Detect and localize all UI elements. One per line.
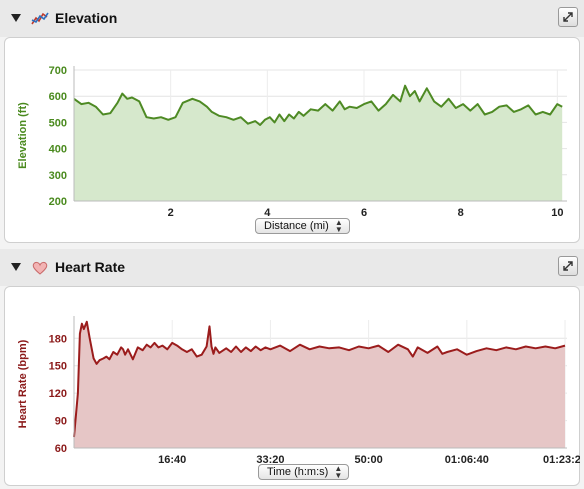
heart-rate-panel-title: Heart Rate — [55, 259, 126, 275]
heart-rate-x-axis-select[interactable]: Time (h:m:s) ▲ ▼ — [258, 464, 350, 480]
elevation-y-tick-label: 700 — [49, 65, 67, 77]
elevation-y-tick-label: 200 — [49, 196, 67, 208]
heart-rate-y-tick-label: 150 — [49, 361, 67, 373]
heart-rate-y-tick-label: 120 — [49, 388, 67, 400]
elevation-y-tick-label: 400 — [49, 144, 67, 156]
heart-rate-y-tick-label: 180 — [49, 333, 67, 345]
heart-rate-area-fill — [74, 321, 565, 448]
heart-icon — [32, 261, 48, 275]
select-arrows-icon: ▲ ▼ — [334, 218, 343, 234]
expand-elevation-button[interactable] — [558, 7, 578, 27]
expand-icon — [563, 261, 573, 271]
expand-icon — [563, 12, 573, 22]
heart-rate-chart: 60 90 120 150 180 16:40 33:20 50:00 01:06:40 01:2… — [17, 316, 580, 466]
elevation-series-line — [73, 84, 563, 126]
heart-rate-panel: 60 90 120 150 180 16:40 33:20 50:00 01:06:40 01:2… — [4, 286, 580, 486]
collapse-triangle-icon[interactable] — [11, 263, 21, 271]
heart-rate-x-axis-select-value: Time (h:m:s) — [267, 466, 329, 478]
elevation-x-tick-label: 10 — [551, 207, 563, 219]
elevation-chart: 200 300 400 500 600 700 2 4 6 8 10 Elevation (ft) — [17, 65, 567, 219]
elevation-x-axis-select[interactable]: Distance (mi) ▲ ▼ — [255, 218, 350, 234]
elevation-panel: 200 300 400 500 600 700 2 4 6 8 10 Elevation (ft) D… — [4, 37, 580, 243]
heart-rate-x-tick-label: 50:00 — [355, 454, 383, 466]
collapse-triangle-icon[interactable] — [11, 14, 21, 22]
elevation-chart-icon — [31, 12, 49, 25]
elevation-panel-header: Elevation — [0, 0, 584, 37]
elevation-area-fill — [74, 85, 563, 201]
elevation-x-tick-label: 2 — [168, 207, 174, 219]
heart-rate-y-tick-label: 60 — [55, 443, 67, 455]
elevation-x-tick-label: 8 — [458, 207, 464, 219]
heart-rate-x-tick-label: 16:40 — [158, 454, 186, 466]
elevation-y-tick-label: 300 — [49, 170, 67, 182]
elevation-x-tick-label: 4 — [264, 207, 271, 219]
elevation-y-tick-label: 500 — [49, 117, 67, 129]
elevation-x-tick-label: 6 — [361, 207, 367, 219]
elevation-x-axis-select-value: Distance (mi) — [264, 220, 329, 232]
expand-heart-rate-button[interactable] — [558, 256, 578, 276]
elevation-y-axis-title: Elevation (ft) — [17, 102, 29, 169]
heart-rate-x-tick-label: 01:23:20 — [543, 454, 580, 466]
heart-rate-x-tick-label: 33:20 — [256, 454, 284, 466]
heart-rate-x-tick-label: 01:06:40 — [445, 454, 489, 466]
elevation-y-tick-label: 600 — [49, 91, 67, 103]
heart-rate-series-line — [73, 320, 566, 438]
elevation-panel-title: Elevation — [55, 10, 118, 26]
heart-rate-y-axis-title: Heart Rate (bpm) — [17, 339, 29, 428]
select-arrows-icon: ▲ ▼ — [334, 464, 343, 480]
heart-rate-panel-header: Heart Rate — [0, 249, 584, 286]
heart-rate-y-tick-label: 90 — [55, 416, 67, 428]
